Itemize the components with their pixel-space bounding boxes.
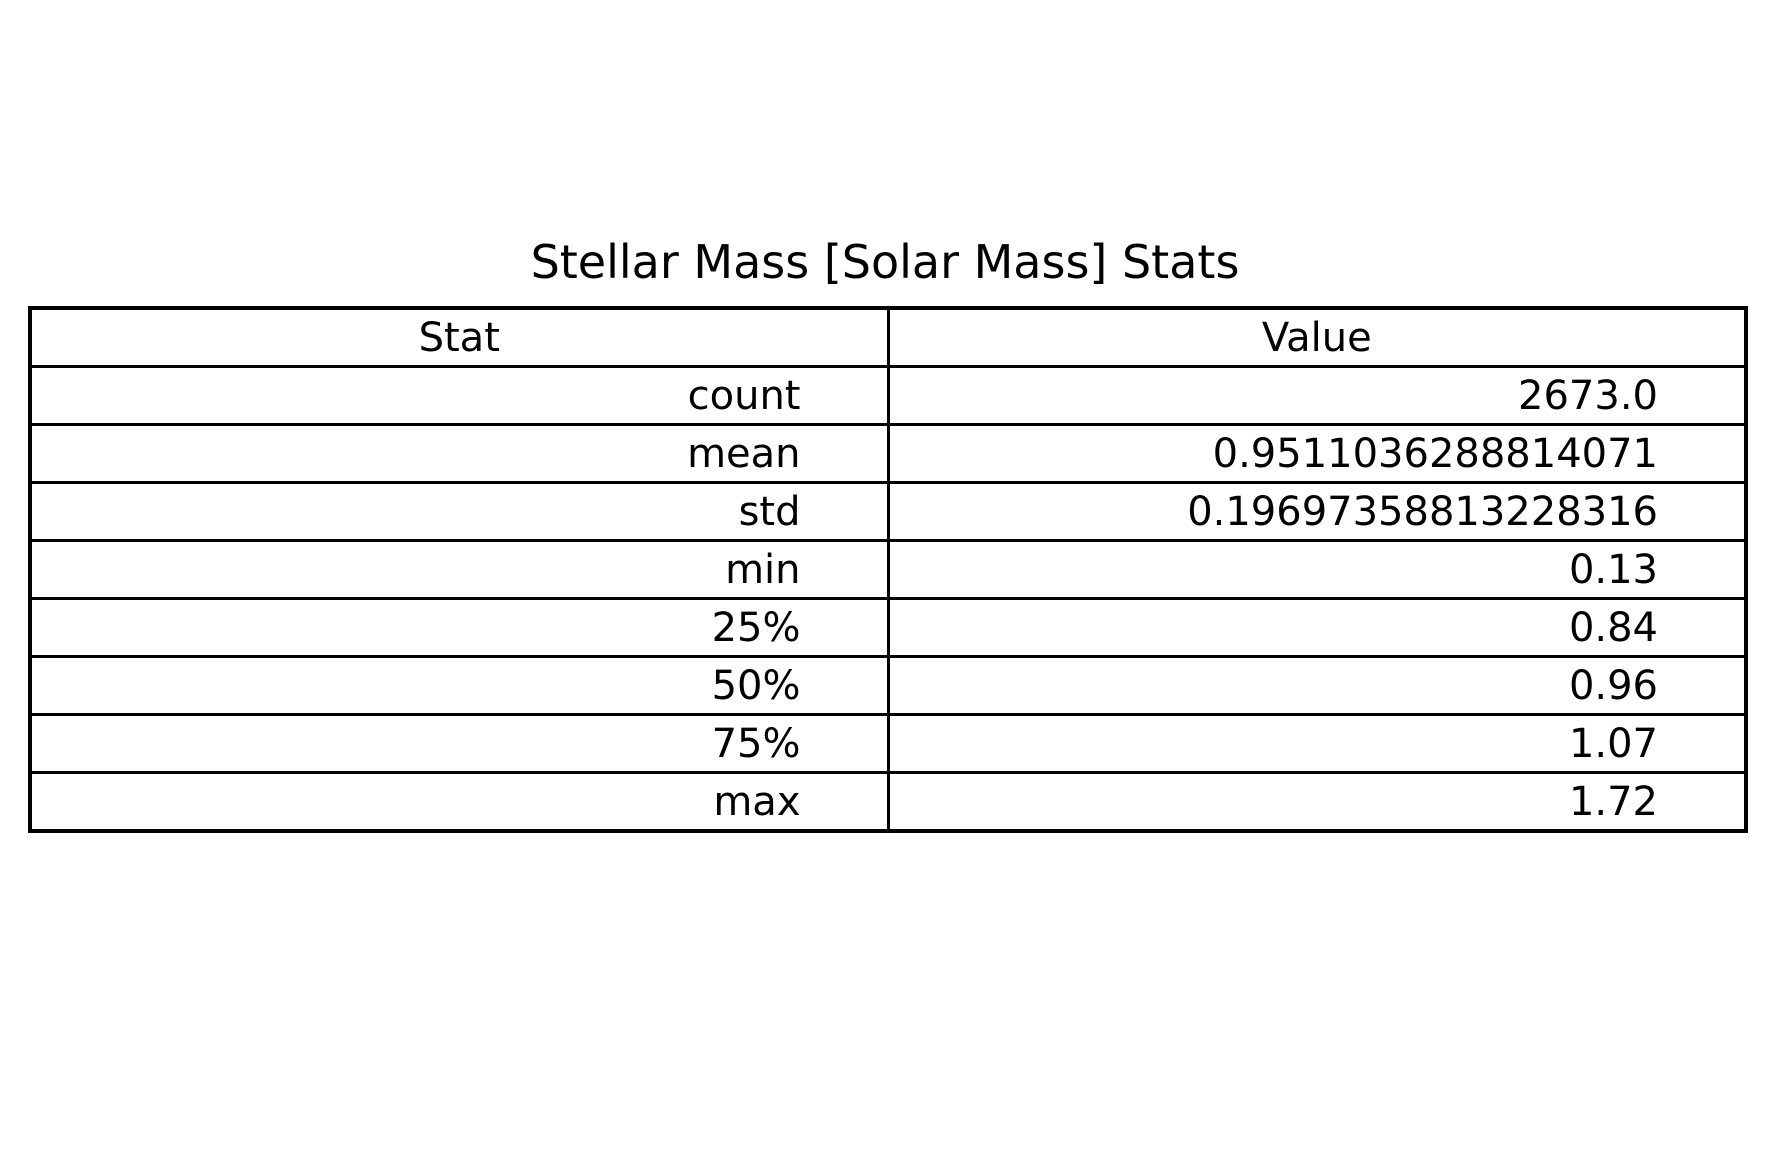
table-title: Stellar Mass [Solar Mass] Stats bbox=[530, 235, 1240, 289]
value-cell: 0.19697358813228316 bbox=[886, 481, 1748, 542]
value-cell: 1.72 bbox=[886, 771, 1748, 833]
stat-cell: 75% bbox=[28, 713, 890, 774]
table-header-row: Stat Value bbox=[28, 306, 1748, 368]
column-header-value: Value bbox=[886, 306, 1748, 368]
value-cell: 2673.0 bbox=[886, 365, 1748, 426]
table-row: std 0.19697358813228316 bbox=[28, 481, 1748, 542]
table-row: 75% 1.07 bbox=[28, 713, 1748, 774]
table-row: mean 0.9511036288814071 bbox=[28, 423, 1748, 484]
value-cell: 0.84 bbox=[886, 597, 1748, 658]
value-cell: 0.9511036288814071 bbox=[886, 423, 1748, 484]
value-cell: 0.13 bbox=[886, 539, 1748, 600]
stat-cell: 25% bbox=[28, 597, 890, 658]
value-cell: 0.96 bbox=[886, 655, 1748, 716]
table-row: max 1.72 bbox=[28, 771, 1748, 833]
table-row: count 2673.0 bbox=[28, 365, 1748, 426]
column-header-stat: Stat bbox=[28, 306, 890, 368]
value-cell: 1.07 bbox=[886, 713, 1748, 774]
table-row: 50% 0.96 bbox=[28, 655, 1748, 716]
table-row: min 0.13 bbox=[28, 539, 1748, 600]
stats-table: Stat Value count 2673.0 mean 0.951103628… bbox=[28, 306, 1748, 833]
stat-cell: 50% bbox=[28, 655, 890, 716]
table-row: 25% 0.84 bbox=[28, 597, 1748, 658]
stat-cell: mean bbox=[28, 423, 890, 484]
stat-cell: count bbox=[28, 365, 890, 426]
stat-cell: std bbox=[28, 481, 890, 542]
stat-cell: min bbox=[28, 539, 890, 600]
stat-cell: max bbox=[28, 771, 890, 833]
